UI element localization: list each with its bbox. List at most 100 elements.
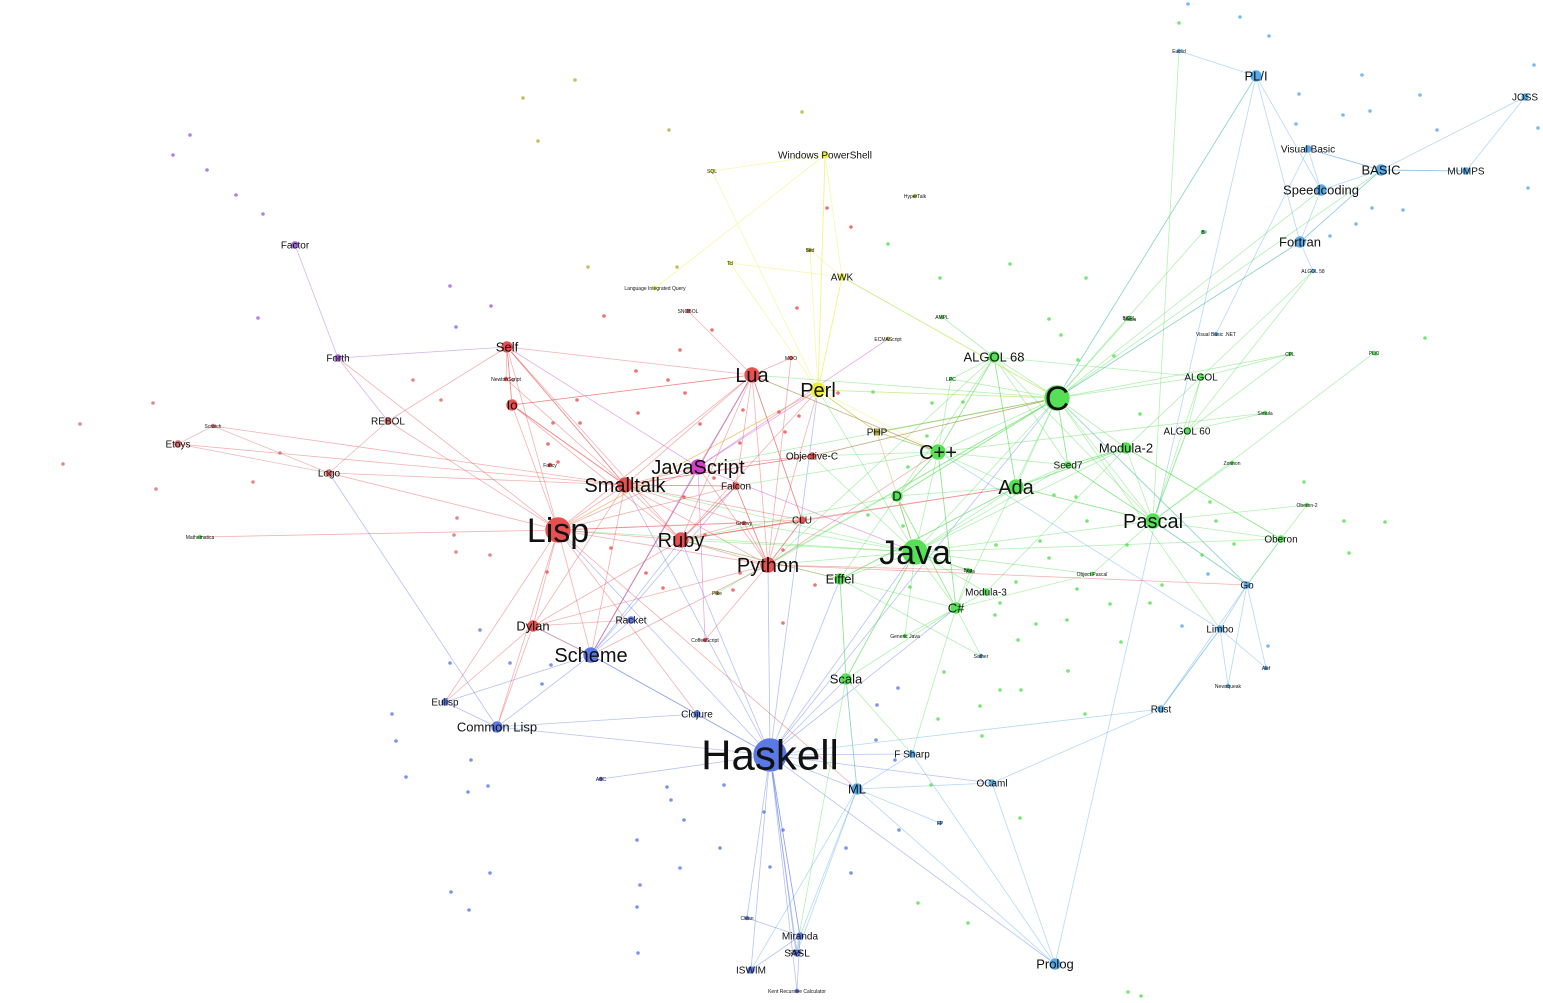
node-pike[interactable] xyxy=(714,590,720,596)
node-cpl[interactable] xyxy=(1287,351,1293,357)
node-objectivec[interactable] xyxy=(807,451,817,461)
node-perl[interactable] xyxy=(809,381,827,399)
node-newtonscript[interactable] xyxy=(503,376,509,382)
node-ml[interactable] xyxy=(850,782,864,796)
node-smalltalk[interactable] xyxy=(616,476,634,494)
node-fortran[interactable] xyxy=(1293,235,1307,249)
node-zonnon[interactable] xyxy=(1229,460,1235,466)
node-eulisp[interactable] xyxy=(440,697,450,707)
node-newsqueak[interactable] xyxy=(1225,683,1231,689)
node-coffeescript[interactable] xyxy=(702,637,708,643)
node-rebol[interactable] xyxy=(383,416,393,426)
node-oberon[interactable] xyxy=(1276,534,1286,544)
node-limbo[interactable] xyxy=(1215,624,1225,634)
node-linq[interactable] xyxy=(652,285,658,291)
node-falcon[interactable] xyxy=(731,481,741,491)
node-python[interactable] xyxy=(759,556,777,574)
node-csharp[interactable] xyxy=(949,601,963,615)
node-mesa[interactable] xyxy=(1127,316,1133,322)
node-joss[interactable] xyxy=(1520,92,1530,102)
edge-objectivec-smalltalk xyxy=(624,455,813,486)
node-rust[interactable] xyxy=(1156,704,1166,714)
node-factor[interactable] xyxy=(290,240,300,250)
node-b[interactable] xyxy=(1200,229,1206,235)
node-hypertalk[interactable] xyxy=(912,193,918,199)
node-algol58[interactable] xyxy=(1310,268,1316,274)
node-pl0[interactable] xyxy=(1371,350,1377,356)
node-mathematica[interactable] xyxy=(197,534,203,540)
node-algol[interactable] xyxy=(1196,372,1206,382)
node-fsharp[interactable] xyxy=(907,749,917,759)
node-oberon2[interactable] xyxy=(1304,502,1310,508)
node-ada[interactable] xyxy=(1007,478,1025,496)
node-go[interactable] xyxy=(1242,580,1252,590)
node-speedcoding[interactable] xyxy=(1314,183,1328,197)
node-java[interactable] xyxy=(901,538,929,566)
node-algol68[interactable] xyxy=(987,350,1001,364)
node-lisp[interactable] xyxy=(544,516,572,544)
node-alef[interactable] xyxy=(1263,665,1269,671)
node-ampl[interactable] xyxy=(939,314,945,320)
node-scala[interactable] xyxy=(839,672,853,686)
node-pascal[interactable] xyxy=(1144,512,1162,530)
node-io[interactable] xyxy=(505,398,519,412)
node-lua[interactable] xyxy=(743,366,761,384)
node-c[interactable] xyxy=(1043,384,1071,412)
node-pli[interactable] xyxy=(1249,69,1263,83)
node-sisal[interactable] xyxy=(793,949,799,955)
node-euclid[interactable] xyxy=(1176,48,1182,54)
node-prolog[interactable] xyxy=(1048,957,1062,971)
node-d[interactable] xyxy=(890,489,904,503)
node-lpc[interactable] xyxy=(948,376,954,382)
node-groovy[interactable] xyxy=(741,520,747,526)
node-ocaml[interactable] xyxy=(987,778,997,788)
node-sather[interactable] xyxy=(978,653,984,659)
node-modula2[interactable] xyxy=(1119,441,1133,455)
node-visualbasic[interactable] xyxy=(1303,144,1313,154)
node-logo[interactable] xyxy=(324,468,334,478)
edge-visualbasic-speedcoding xyxy=(1307,148,1322,191)
node-simula[interactable] xyxy=(1262,410,1268,416)
node-scratch[interactable] xyxy=(210,423,216,429)
node-seed7[interactable] xyxy=(1063,460,1073,470)
node-krc[interactable] xyxy=(794,988,800,994)
node-racket[interactable] xyxy=(626,615,636,625)
node-etoys[interactable] xyxy=(173,439,183,449)
node-ruby[interactable] xyxy=(672,531,690,549)
node-commonlisp[interactable] xyxy=(490,720,504,734)
node-vbnet[interactable] xyxy=(1213,331,1219,337)
node-forth[interactable] xyxy=(333,353,343,363)
node-powershell[interactable] xyxy=(820,150,830,160)
node-moo[interactable] xyxy=(788,355,794,361)
node-label-ampl: AMPL xyxy=(935,315,949,321)
node-mumps[interactable] xyxy=(1461,166,1471,176)
node-ecmascript[interactable] xyxy=(885,336,891,342)
node-javascript[interactable] xyxy=(689,458,707,476)
node-algol60[interactable] xyxy=(1182,426,1192,436)
node-clojure[interactable] xyxy=(692,709,702,719)
node-objectpascal[interactable] xyxy=(1089,571,1095,577)
node-cpp[interactable] xyxy=(929,443,947,461)
node-tcl[interactable] xyxy=(727,260,733,266)
node-dylan[interactable] xyxy=(526,619,540,633)
node-clean[interactable] xyxy=(744,915,750,921)
node-genericjava[interactable] xyxy=(902,633,908,639)
node-iswim[interactable] xyxy=(746,965,756,975)
node-vala[interactable] xyxy=(967,568,973,574)
node-self[interactable] xyxy=(500,340,514,354)
node-sql[interactable] xyxy=(709,168,715,174)
node-fp[interactable] xyxy=(937,820,943,826)
node-haskell[interactable] xyxy=(752,737,788,773)
node-abc[interactable] xyxy=(598,776,604,782)
node-clu[interactable] xyxy=(797,515,807,525)
node-scheme[interactable] xyxy=(582,646,600,664)
node-php[interactable] xyxy=(872,427,882,437)
node-eiffel[interactable] xyxy=(833,572,847,586)
node-falcon2[interactable] xyxy=(547,462,553,468)
node-modula3[interactable] xyxy=(981,587,991,597)
node-basic[interactable] xyxy=(1374,163,1388,177)
node-sed[interactable] xyxy=(807,247,813,253)
node-awk[interactable] xyxy=(837,272,847,282)
node-snobol[interactable] xyxy=(685,308,691,314)
node-miranda[interactable] xyxy=(795,931,805,941)
